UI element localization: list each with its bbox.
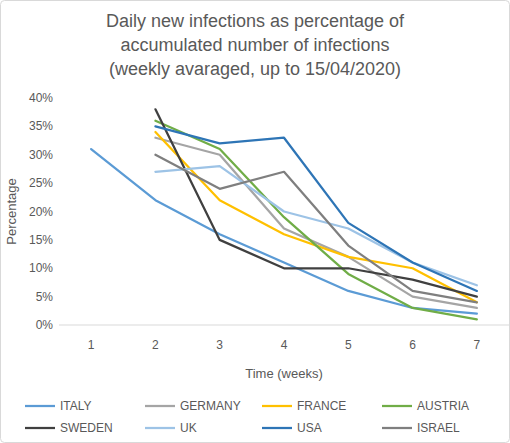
y-tick-label: 15% (29, 233, 53, 247)
chart-title: accumulated number of infections (120, 35, 389, 55)
legend-swatch (145, 405, 175, 407)
y-tick-label: 0% (36, 318, 54, 332)
y-tick-label: 35% (29, 119, 53, 133)
series-line (155, 166, 476, 285)
series-line (155, 109, 476, 296)
plot-area (91, 109, 477, 319)
x-tick-label: 7 (474, 338, 481, 352)
x-tick-label: 6 (409, 338, 416, 352)
y-tick-label: 20% (29, 205, 53, 219)
legend-label: AUSTRIA (417, 399, 469, 413)
x-axis-line (59, 325, 509, 326)
series-line (91, 149, 477, 314)
legend-swatch (145, 427, 175, 429)
legend-label: ISRAEL (417, 421, 460, 435)
x-tick-label: 5 (345, 338, 352, 352)
x-axis-label: Time (weeks) (245, 366, 323, 381)
y-tick-label: 5% (36, 290, 54, 304)
legend-label: ITALY (60, 399, 92, 413)
series-line (155, 132, 476, 302)
series-line (155, 155, 476, 303)
legend-swatch (382, 427, 412, 429)
y-tick-label: 10% (29, 261, 53, 275)
y-tick-label: 30% (29, 148, 53, 162)
series-line (155, 121, 476, 320)
x-tick-label: 3 (216, 338, 223, 352)
chart: Daily new infections as percentage of acc… (0, 0, 510, 443)
series-line (155, 138, 476, 308)
chart-title: (weekly avaraged, up to 15/04/2020) (109, 59, 401, 79)
legend-label: FRANCE (297, 399, 346, 413)
chart-border (1, 1, 510, 443)
legend-swatch (262, 405, 292, 407)
legend-swatch (25, 405, 55, 407)
legend-swatch (25, 427, 55, 429)
legend-label: USA (297, 421, 322, 435)
x-tick-label: 4 (281, 338, 288, 352)
x-tick-label: 1 (88, 338, 95, 352)
chart-title: Daily new infections as percentage of (106, 11, 405, 31)
y-tick-label: 40% (29, 91, 53, 105)
legend-label: GERMANY (180, 399, 241, 413)
legend-label: UK (180, 421, 197, 435)
legend-label: SWEDEN (60, 421, 113, 435)
y-axis-label: Percentage (4, 178, 19, 245)
y-tick-label: 25% (29, 176, 53, 190)
legend-swatch (262, 427, 292, 429)
legend-swatch (382, 405, 412, 407)
x-tick-label: 2 (152, 338, 159, 352)
